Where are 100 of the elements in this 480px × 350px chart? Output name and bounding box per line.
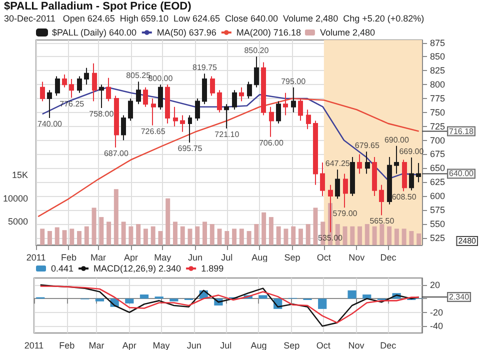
y-tick-label: 675 xyxy=(430,149,446,160)
legend-label: 1.899 xyxy=(201,264,224,274)
candlestick xyxy=(151,98,156,126)
x-tick-label: May xyxy=(152,340,170,350)
bar xyxy=(348,290,356,299)
bar xyxy=(166,198,170,245)
candlestick xyxy=(55,76,60,96)
annotation: 579.00 xyxy=(332,209,358,218)
candlestick xyxy=(99,84,104,108)
y2-tick-label: 5000 xyxy=(8,216,28,227)
bar xyxy=(121,222,126,245)
candlestick xyxy=(357,154,362,174)
y-tick-label: 700 xyxy=(430,135,446,146)
bar xyxy=(210,224,214,245)
x-tick-label: Nov xyxy=(348,340,365,350)
y2-tick-label: 15K xyxy=(12,170,28,180)
candlestick xyxy=(158,84,163,110)
y-tick-label: 850 xyxy=(430,52,446,62)
x-tick-label: Aug xyxy=(250,340,267,350)
x-tick-label: Jul xyxy=(221,252,233,262)
bar xyxy=(62,230,67,245)
annotation: 608.50 xyxy=(392,192,417,202)
candlestick xyxy=(343,173,348,208)
bar xyxy=(313,208,318,245)
bar xyxy=(84,226,89,245)
candlestick xyxy=(128,98,133,122)
candlestick xyxy=(283,92,288,116)
chart-title: $PALL Palladium - Spot Price (EOD) xyxy=(4,0,192,12)
legend-label: MA(200) 716.18 xyxy=(236,28,301,38)
x-tick-label: Oct xyxy=(316,340,331,350)
x-tick-label: Sep xyxy=(284,340,300,350)
y-tick-label: 625 xyxy=(430,177,446,188)
candlestick xyxy=(306,109,311,130)
y-tick-label: -20 xyxy=(430,307,444,318)
candlestick xyxy=(254,56,259,88)
x-tick-label: 2011 xyxy=(26,252,46,262)
candlestick xyxy=(77,76,82,94)
annotation: 758.00 xyxy=(89,109,114,118)
bar xyxy=(143,228,148,245)
bar xyxy=(77,231,82,245)
bar xyxy=(224,231,230,245)
x-tick-label: Dec xyxy=(380,340,397,350)
legend-label: MA(50) 637.96 xyxy=(156,28,216,38)
x-tick-label: Apr xyxy=(122,340,136,350)
bar xyxy=(394,228,399,245)
candlestick xyxy=(269,106,274,138)
bar xyxy=(372,226,377,245)
candlestick xyxy=(402,159,407,192)
candlestick xyxy=(202,73,207,105)
candlestick xyxy=(387,156,392,205)
candlestick xyxy=(92,62,97,102)
bar xyxy=(172,222,178,245)
candlestick xyxy=(261,62,266,116)
bar xyxy=(106,222,112,245)
candlestick xyxy=(239,86,244,102)
bar xyxy=(409,231,414,245)
y-tick-label: 750 xyxy=(430,107,446,118)
annotation: 640.00 xyxy=(449,169,474,178)
bar xyxy=(40,228,45,245)
annotation: 716.18 xyxy=(449,126,474,136)
annotation: 800.00 xyxy=(148,74,174,84)
bar xyxy=(202,222,207,245)
x-tick-label: Jun xyxy=(188,252,203,262)
candlestick xyxy=(180,114,185,132)
x-tick-label: Mar xyxy=(90,252,106,262)
y-tick-label: 825 xyxy=(430,66,446,76)
y-tick-label: 650 xyxy=(430,163,446,174)
candlestick xyxy=(298,98,303,122)
x-tick-label: Jul xyxy=(220,340,232,350)
annotation: 687.00 xyxy=(104,149,129,158)
candlestick xyxy=(69,78,74,98)
bar xyxy=(92,208,96,245)
y-tick-label: 600 xyxy=(430,190,446,201)
bar xyxy=(298,228,303,245)
annotation: 721.10 xyxy=(214,130,240,140)
annotation: 726.65 xyxy=(140,126,166,136)
bar xyxy=(150,226,156,245)
legend-label: MACD(12,26,9) 2.340 xyxy=(94,264,182,274)
bar xyxy=(318,298,327,309)
y-tick-label: -40 xyxy=(430,321,444,332)
annotation: 819.75 xyxy=(192,63,218,72)
candlestick xyxy=(313,120,318,186)
bar xyxy=(276,226,281,245)
x-tick-label: Sep xyxy=(284,252,300,262)
candlestick xyxy=(62,74,67,88)
y-tick-label: 725 xyxy=(430,121,446,132)
bar xyxy=(262,212,266,245)
candlestick xyxy=(121,114,126,141)
candlestick xyxy=(195,98,200,122)
bar xyxy=(136,224,141,245)
bar xyxy=(254,224,259,245)
candlestick xyxy=(416,162,421,183)
bar xyxy=(402,228,406,245)
x-tick-label: Feb xyxy=(60,252,76,262)
candlestick xyxy=(143,86,148,108)
candlestick xyxy=(173,106,178,127)
candlestick xyxy=(47,90,52,118)
annotation: 706.00 xyxy=(258,138,284,148)
candlestick xyxy=(276,100,281,124)
chart-subtitle: 30-Dec-2011 Open 624.65 High 659.10 Low 624.65 Close 640.00 Volume 2,480 Chg +5.20 (+0.82%) xyxy=(4,14,424,24)
